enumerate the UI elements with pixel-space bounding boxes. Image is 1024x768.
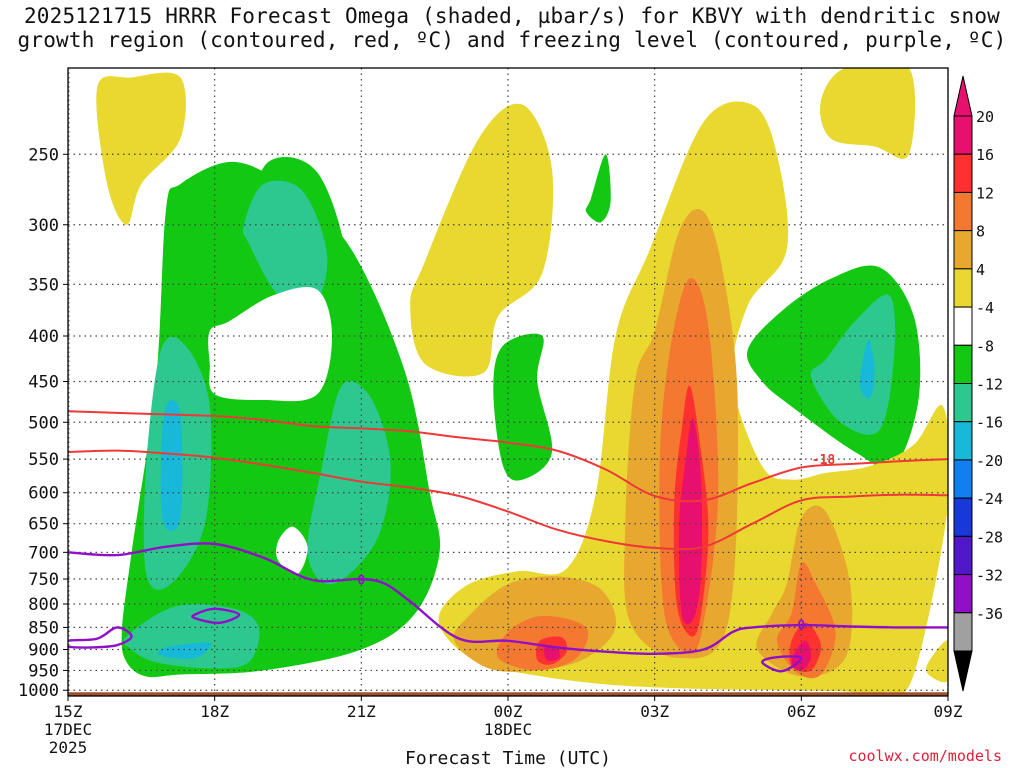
colorbar-label-1: 16: [976, 146, 994, 164]
y-tick-label-700: 700: [28, 543, 59, 563]
y-tick-label-250: 250: [28, 145, 59, 165]
freezing-contour-freezing-loop-low: [761, 655, 803, 673]
colorbar-swatch-9: [953, 459, 973, 499]
y-tick-label-750: 750: [28, 570, 59, 590]
chart-title: 2025121715 HRRR Forecast Omega (shaded, …: [0, 4, 1024, 52]
freezing-label-1: 0: [797, 619, 805, 634]
y-tick-label-450: 450: [28, 373, 59, 393]
omega-region-upward-cyan-low: [158, 642, 211, 659]
y-tick-label-1000: 1000: [18, 681, 59, 701]
colorbar-label-5: -4: [976, 299, 994, 317]
colorbar-swatch-10: [953, 497, 973, 537]
colorbar-label-8: -16: [976, 414, 1003, 432]
colorbar-swatch-11: [953, 535, 973, 576]
title-line-1: 2025121715 HRRR Forecast Omega (shaded, …: [23, 4, 1001, 28]
colorbar-swatch-7: [953, 383, 973, 423]
colorbar-swatch-4: [953, 268, 973, 308]
omega-region-upward-cyan-left: [160, 400, 183, 531]
colorbar-label-7: -12: [976, 376, 1003, 394]
colorbar-swatch-2: [953, 191, 973, 232]
omega-region-downward-magenta-core: [678, 418, 703, 625]
x-tick-label-15Z: 15Z: [54, 702, 83, 721]
x-axis-label: Forecast Time (UTC): [405, 748, 611, 768]
white-hole-mid: [276, 526, 308, 575]
x-tick-label-09Z: 09Z: [934, 702, 963, 721]
colorbar-label-11: -28: [976, 528, 1003, 546]
colorbar-swatch-5: [953, 306, 973, 346]
freezing-contour-freezing-loop-left: [68, 626, 133, 649]
y-tick-label-600: 600: [28, 484, 59, 504]
colorbar-swatch-13: [953, 612, 973, 652]
omega-region-upward-green-small: [585, 154, 611, 223]
colorbar-label-3: 8: [976, 223, 985, 241]
colorbar-label-0: 20: [976, 108, 994, 126]
freezing-label-0: 0: [357, 574, 365, 589]
colorbar-bottom-arrow: [953, 650, 973, 692]
colorbar-swatch-8: [953, 421, 973, 461]
omega-region-downward-yellow-top-right: [820, 68, 916, 159]
colorbar-swatch-6: [953, 344, 973, 384]
freezing-contour-freezing-level: [68, 542, 948, 656]
y-tick-label-300: 300: [28, 216, 59, 236]
omega-region-downward-yellow-top-left: [96, 72, 186, 225]
omega-region-upward-teal-right: [810, 294, 896, 435]
x-tick-label-00Z: 00Z: [494, 702, 523, 721]
colorbar-label-6: -8: [976, 337, 994, 355]
x-tick-sublabel-15Z: 17DEC: [44, 720, 92, 739]
colorbar-label-12: -32: [976, 567, 1003, 585]
colorbar-swatch-1: [953, 153, 973, 193]
credit-text: coolwx.com/models: [848, 747, 1002, 765]
x-tick-label-21Z: 21Z: [347, 702, 376, 721]
y-tick-label-850: 850: [28, 618, 59, 638]
y-tick-label-650: 650: [28, 515, 59, 535]
y-tick-label-550: 550: [28, 450, 59, 470]
x-tick-label-06Z: 06Z: [787, 702, 816, 721]
omega-region-downward-magenta-low-left: [544, 645, 560, 661]
dendritic-contour-dgz-upper: [68, 410, 948, 503]
colorbar-label-9: -20: [976, 452, 1003, 470]
colorbar-label-2: 12: [976, 184, 994, 202]
dendritic-contour-dgz-lower: [68, 449, 948, 551]
y-tick-label-900: 900: [28, 641, 59, 661]
y-tick-label-950: 950: [28, 661, 59, 681]
omega-region-upward-teal-mid: [307, 381, 391, 585]
ground-terrain: [68, 692, 948, 696]
white-hole-upper: [208, 287, 332, 402]
omega-region-upward-teal-low: [123, 604, 260, 669]
x-tick-sublabel-00Z: 18DEC: [484, 720, 532, 739]
x-tick-label-18Z: 18Z: [200, 702, 229, 721]
freezing-contour-freezing-loop-mid: [191, 607, 241, 625]
y-tick-label-800: 800: [28, 595, 59, 615]
y-tick-label-400: 400: [28, 327, 59, 347]
colorbar-swatch-3: [953, 230, 973, 270]
colorbar-swatch-12: [953, 574, 973, 614]
x-tick-year-15Z: 2025: [49, 738, 88, 757]
omega-region-upward-green-mid: [493, 333, 553, 481]
title-line-2: growth region (contoured, red, ºC) and f…: [17, 28, 1007, 52]
dendritic-label: -18: [812, 453, 836, 468]
plot-layers: -18 0 0: [68, 68, 948, 696]
colorbar-top-arrow: [953, 75, 973, 117]
y-tick-label-350: 350: [28, 275, 59, 295]
colorbar-swatch-0: [953, 115, 973, 155]
omega-region-downward-yellow-right-edge: [926, 640, 948, 683]
x-tick-label-03Z: 03Z: [640, 702, 669, 721]
colorbar-label-13: -36: [976, 605, 1003, 623]
y-tick-label-500: 500: [28, 413, 59, 433]
colorbar-label-10: -24: [976, 490, 1003, 508]
omega-region-upward-cyan-right: [859, 339, 875, 399]
omega-region-downward-yellow-mid: [410, 103, 554, 377]
omega-region-upward-teal-upper: [242, 180, 328, 311]
colorbar-label-4: 4: [976, 261, 985, 279]
